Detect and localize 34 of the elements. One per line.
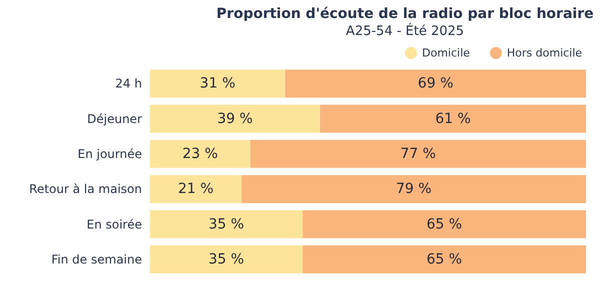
bar <box>285 70 586 98</box>
y-tick-label: En soirée <box>86 217 142 232</box>
data-label: 69 % <box>418 76 454 92</box>
data-label: 61 % <box>435 110 471 127</box>
bar <box>250 140 586 168</box>
chart-subtitle: A25-54 - Été 2025 <box>346 22 464 39</box>
y-tick-label: Fin de semaine <box>51 252 142 266</box>
bar <box>150 140 250 168</box>
data-label: 39 % <box>217 110 253 127</box>
bar <box>150 104 320 133</box>
legend-label: Domicile <box>422 46 470 60</box>
data-label: 65 % <box>426 251 462 268</box>
bar <box>150 70 286 98</box>
data-label: 21 % <box>178 181 214 198</box>
legend-label: Hors domicile <box>506 46 582 60</box>
data-label: 35 % <box>208 251 244 268</box>
y-tick-label: En journée <box>78 146 142 161</box>
bar <box>150 175 242 204</box>
bar <box>302 210 586 238</box>
data-label: 65 % <box>426 216 462 232</box>
y-tick-label: Déjeuner <box>87 112 142 126</box>
data-label: 23 % <box>182 146 218 162</box>
chart-title: Proportion d'écoute de la radio par bloc horaire <box>216 6 594 22</box>
data-label: 77 % <box>400 146 436 162</box>
bar <box>320 104 586 133</box>
data-label: 35 % <box>208 216 244 232</box>
bar <box>302 245 586 274</box>
bar <box>242 175 586 204</box>
data-label: 79 % <box>396 181 432 198</box>
y-tick-label: Retour à la maison <box>29 182 142 196</box>
data-label: 31 % <box>200 76 236 92</box>
y-tick-label: 24 h <box>115 76 142 91</box>
bar <box>150 245 303 274</box>
bar <box>150 210 303 238</box>
